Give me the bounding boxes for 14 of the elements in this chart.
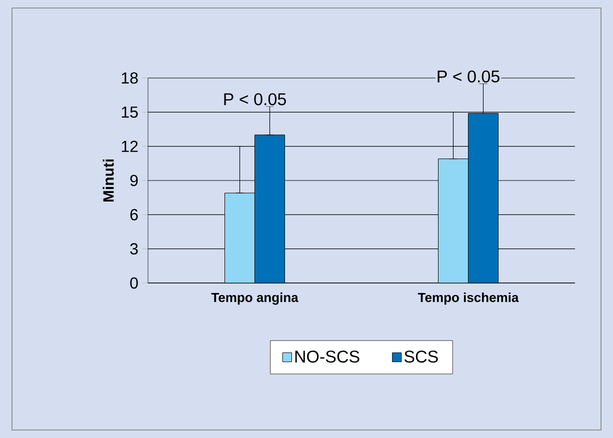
annotation: P < 0.05 [438,70,500,82]
y-tick-label: 3 [130,243,138,254]
y-tick-label: 15 [122,106,138,118]
legend-label: NO-SCS [295,350,360,363]
annotation: P < 0.05 [224,93,286,106]
legend-label: SCS [404,350,438,363]
y-tick-label: 12 [122,140,138,152]
y-tick-label: 6 [130,208,138,220]
y-tick-label: 0 [130,277,138,289]
x-tick-label: Tempo ischemia [418,292,519,305]
y-tick-label: 9 [130,174,138,186]
x-tick-label: Tempo angina [211,292,298,305]
y-axis-title: Minuti [102,159,114,202]
y-tick-label: 18 [122,72,138,84]
